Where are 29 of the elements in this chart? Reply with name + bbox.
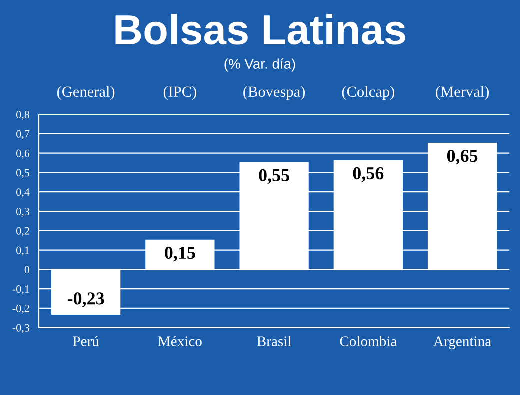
y-tick-label: 0,8 <box>16 111 30 120</box>
data-label: 0,56 <box>353 167 384 182</box>
x-tick-label: Perú <box>73 336 100 346</box>
text: (Bovespa) <box>244 86 306 100</box>
y-tick-label: 0 <box>24 266 30 274</box>
data-label: 0,65 <box>447 150 478 165</box>
y-tick-label: 0,4 <box>16 188 30 198</box>
y-tick-label: -0,1 <box>12 286 30 295</box>
text: (Merval) <box>436 86 490 100</box>
text: (IPC) <box>164 86 196 100</box>
x-tick-label: México <box>158 336 202 346</box>
text: (General) <box>57 86 115 100</box>
x-tick-label: Argentina <box>434 336 492 350</box>
y-tick-label: 0,3 <box>16 208 30 218</box>
chart-subtitle: (% Var. día) <box>224 58 296 72</box>
data-label: 0,15 <box>165 246 196 262</box>
x-tick-label: Brasil <box>257 336 292 346</box>
y-tick-label: -0,2 <box>12 304 30 314</box>
chart-title: Bolsas Latinas <box>116 14 406 45</box>
data-label: -0,23 <box>68 292 104 308</box>
x-tick-label: Colombia <box>340 336 397 346</box>
y-tick-label: 0,1 <box>16 246 30 256</box>
y-tick-label: -0,3 <box>12 324 30 334</box>
y-tick-label: 0,7 <box>16 130 30 140</box>
y-tick-label: 0,2 <box>16 227 30 236</box>
data-label: 0,55 <box>259 169 290 184</box>
y-tick-label: 0,5 <box>16 169 30 178</box>
text: (Colcap) <box>342 86 394 100</box>
y-tick-label: 0,6 <box>16 150 30 159</box>
